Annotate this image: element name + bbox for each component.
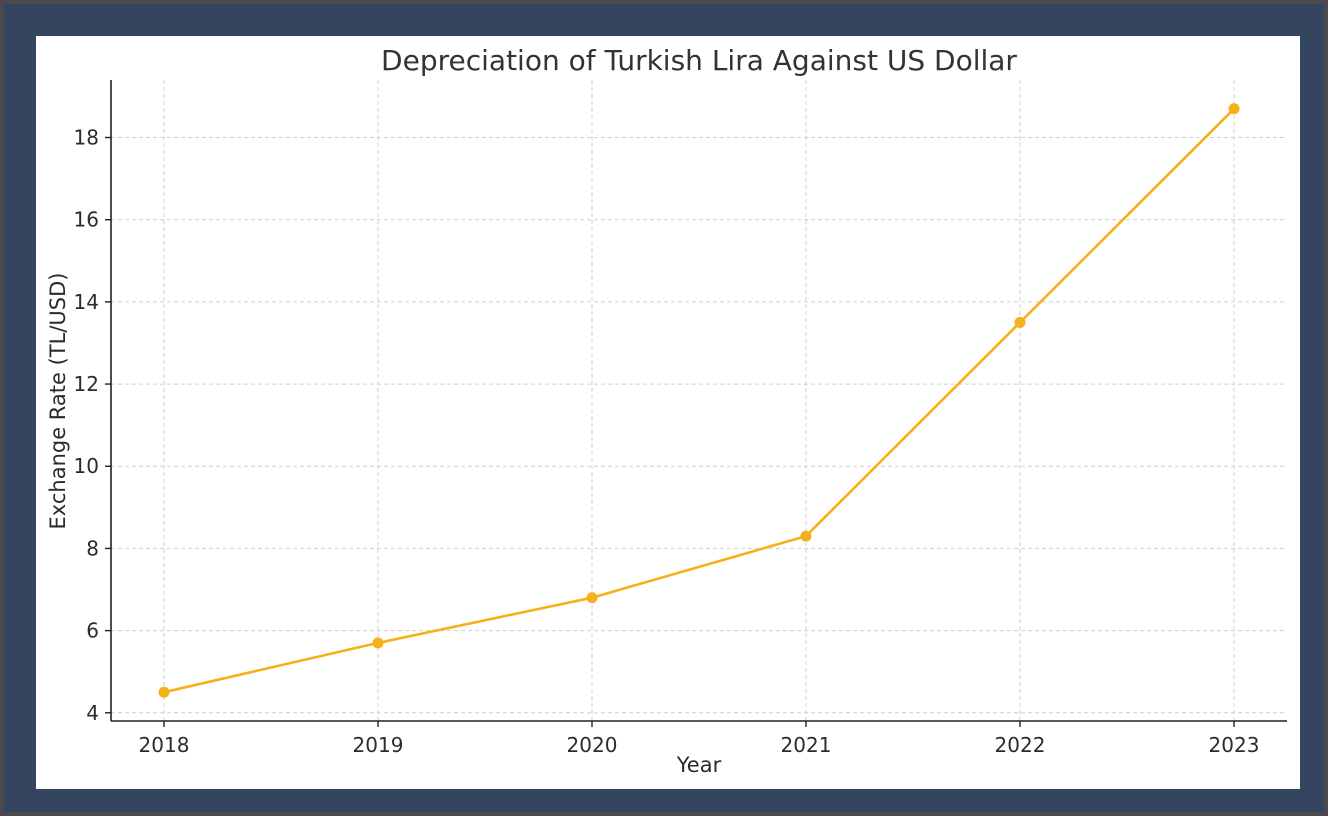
chart-title: Depreciation of Turkish Lira Against US … xyxy=(381,44,1017,77)
x-tick-label: 2023 xyxy=(1209,733,1260,757)
data-point xyxy=(586,592,598,604)
x-tick-label: 2020 xyxy=(567,733,618,757)
y-tick-label: 10 xyxy=(74,454,99,478)
x-axis-ticks: 2018 2019 2020 2021 2022 2023 xyxy=(139,721,1260,757)
series-line xyxy=(163,107,1235,694)
y-tick-label: 8 xyxy=(86,536,99,560)
chart-canvas: Depreciation of Turkish Lira Against US … xyxy=(36,36,1300,789)
y-tick-label: 14 xyxy=(74,290,99,314)
line-chart: Depreciation of Turkish Lira Against US … xyxy=(46,44,1287,777)
chart-frame: Depreciation of Turkish Lira Against US … xyxy=(4,4,1324,812)
x-axis-title: Year xyxy=(676,753,722,777)
axes xyxy=(110,80,1287,722)
y-tick-label: 18 xyxy=(74,126,99,150)
x-tick-label: 2021 xyxy=(781,733,832,757)
x-tick-label: 2022 xyxy=(995,733,1046,757)
series-group xyxy=(158,103,1240,698)
y-axis-title: Exchange Rate (TL/USD) xyxy=(46,273,70,530)
data-point xyxy=(1228,103,1240,115)
grid xyxy=(111,80,1287,721)
y-tick-label: 6 xyxy=(86,619,99,643)
data-point xyxy=(372,637,384,649)
data-point xyxy=(800,530,812,542)
x-tick-label: 2018 xyxy=(139,733,190,757)
data-point xyxy=(158,686,170,698)
y-tick-label: 12 xyxy=(74,372,99,396)
y-tick-label: 16 xyxy=(74,208,99,232)
y-tick-label: 4 xyxy=(86,701,99,725)
y-axis-ticks: 4 6 8 10 12 14 16 18 xyxy=(74,126,111,725)
data-point xyxy=(1014,316,1026,328)
x-tick-label: 2019 xyxy=(353,733,404,757)
